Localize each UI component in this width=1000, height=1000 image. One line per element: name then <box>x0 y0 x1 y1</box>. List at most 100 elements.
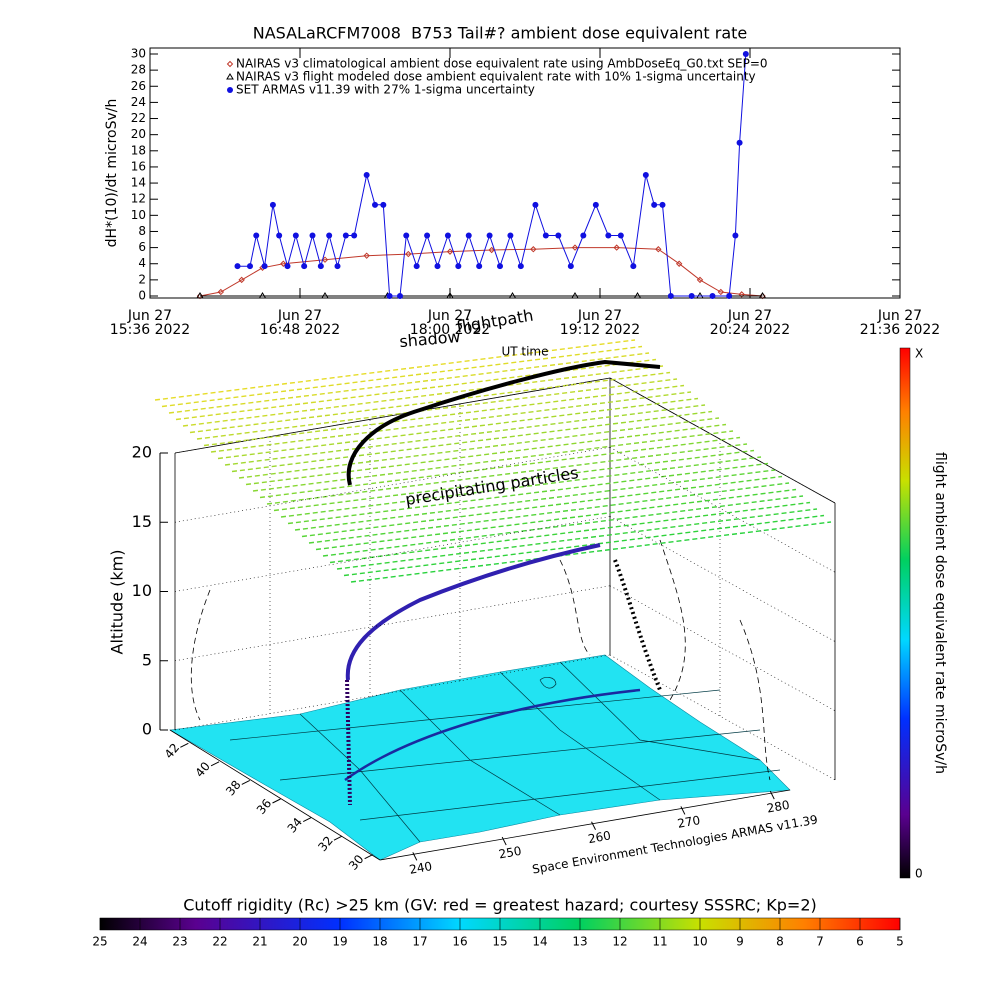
point <box>592 201 599 208</box>
point <box>642 172 649 178</box>
dose-sheet <box>154 339 832 583</box>
point <box>301 263 308 270</box>
point <box>363 252 370 259</box>
point <box>486 232 493 239</box>
lat-tick <box>364 854 373 860</box>
sheet-line <box>308 482 790 544</box>
sheet-line <box>287 462 769 525</box>
grid-line <box>174 585 611 662</box>
point <box>571 244 579 251</box>
lon-tick <box>501 836 507 846</box>
y-tick-label: 2 <box>138 272 146 286</box>
y-tick-label: 14 <box>131 176 146 190</box>
point <box>351 232 358 239</box>
colorbar-label: flight ambient dose equivalent rate micr… <box>932 452 948 774</box>
lat-tick <box>180 742 189 748</box>
colorbar-tick-label: 22 <box>212 935 227 949</box>
point <box>717 288 725 296</box>
colorbar-max-label: X <box>915 347 923 361</box>
boundary-dashes <box>190 539 771 781</box>
colorbar-tick-label: 5 <box>896 935 904 949</box>
lon-tick <box>412 852 418 861</box>
y-tick-label: 30 <box>131 47 146 61</box>
point <box>446 292 454 299</box>
grid-line <box>609 446 836 573</box>
colorbar-tick-label: 19 <box>332 935 347 949</box>
map-surface <box>169 654 791 861</box>
lon-tick <box>591 821 596 830</box>
y-tick-label: 20 <box>131 127 146 141</box>
chart-title: NASALaRCFM7008 B753 Tail#? ambient dose … <box>253 24 748 43</box>
lat-tick-label: 40 <box>192 759 213 780</box>
sheet-line <box>231 410 713 473</box>
point <box>696 276 704 284</box>
lat-tick <box>333 835 343 841</box>
point <box>726 293 733 299</box>
y-tick-label: 8 <box>138 224 146 238</box>
sheet-line <box>189 371 671 434</box>
point <box>334 263 341 270</box>
point <box>655 246 662 253</box>
point <box>742 51 749 57</box>
point <box>542 232 549 239</box>
colorbar-tick-label: 20 <box>292 935 307 949</box>
point <box>675 260 683 267</box>
colorbar-tick-label: 13 <box>572 935 587 949</box>
z-tick-label: 15 <box>132 512 152 531</box>
point <box>309 232 316 239</box>
y-tick-label: 24 <box>131 95 146 109</box>
sheet-line <box>245 423 727 486</box>
point <box>258 292 267 299</box>
sheet-line <box>224 404 706 466</box>
colorbar-tick-label: 18 <box>372 935 387 949</box>
lat-tick <box>272 798 281 804</box>
point <box>659 201 666 208</box>
z-tick-label: 10 <box>132 581 152 600</box>
map-borders <box>229 661 781 843</box>
lon-tick-label: 240 <box>408 859 433 877</box>
point <box>276 232 283 239</box>
y-tick-label: 0 <box>138 289 146 303</box>
grid-line <box>609 585 836 712</box>
point <box>517 263 524 270</box>
point <box>617 232 624 239</box>
y-axis-label: dH*(10)/dt microSv/h <box>104 99 120 248</box>
lat-tick-label: 30 <box>346 852 367 873</box>
y-tick-label: 18 <box>131 143 146 157</box>
colorbar-title: Cutoff rigidity (Rc) >25 km (GV: red = g… <box>183 896 817 915</box>
descent-track <box>613 559 662 691</box>
grid-line <box>174 446 611 523</box>
colorbar-tick-label: 17 <box>412 935 427 949</box>
point <box>508 292 517 299</box>
x-tick-label: Jun 27 <box>427 308 472 324</box>
lon-tick-label: 250 <box>498 844 523 862</box>
z-tick-label: 5 <box>142 650 152 669</box>
y-tick-label: 16 <box>131 159 146 173</box>
data-layer <box>196 51 767 300</box>
lat-tick-label: 34 <box>285 815 306 836</box>
sheet-line <box>154 339 636 401</box>
colorbar-tick-label: 24 <box>132 935 147 949</box>
point <box>284 263 291 270</box>
lon-tick-label: 260 <box>587 828 612 846</box>
legend-symbol <box>227 87 233 93</box>
point <box>292 232 299 239</box>
point <box>567 263 574 270</box>
z-tick-label: 20 <box>132 443 152 462</box>
grid-line <box>609 654 836 781</box>
point <box>530 246 537 253</box>
point <box>269 201 276 208</box>
colorbar-tick-label: 21 <box>252 935 267 949</box>
point <box>234 263 241 270</box>
sheet-line <box>350 521 832 583</box>
point <box>317 263 324 270</box>
colorbar-tick-label: 8 <box>776 935 784 949</box>
point <box>444 232 451 239</box>
x-tick-label: 16:48 2022 <box>260 322 340 338</box>
point <box>238 276 245 284</box>
y-tick-label: 22 <box>131 111 146 125</box>
x-tick-label: 19:12 2022 <box>560 322 640 338</box>
flight-path <box>345 543 601 681</box>
point <box>446 248 454 255</box>
sheet-line <box>266 443 748 505</box>
